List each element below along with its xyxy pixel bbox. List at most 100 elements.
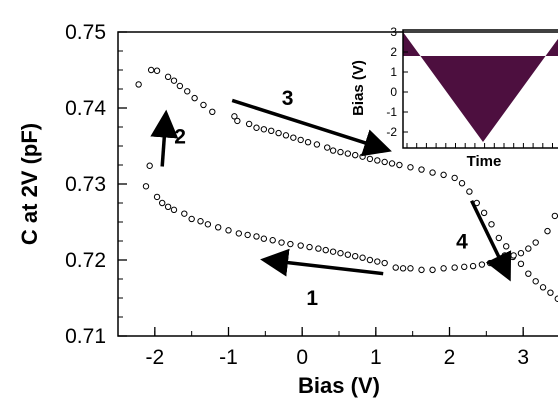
data-point <box>337 148 344 156</box>
data-series <box>135 66 558 302</box>
data-point <box>451 174 458 182</box>
data-point <box>235 230 243 237</box>
data-point <box>337 249 344 257</box>
data-point <box>517 249 525 257</box>
inset-frame <box>402 29 558 149</box>
sweep-arrow <box>231 98 392 157</box>
data-point <box>253 124 260 131</box>
data-point <box>164 203 172 211</box>
inset-x-axis <box>406 143 553 148</box>
data-point <box>366 256 374 264</box>
data-point <box>313 141 321 148</box>
data-point <box>170 77 178 84</box>
inset-y-axis: -2 -1 0 1 2 3 <box>386 25 408 139</box>
data-point <box>374 258 381 265</box>
data-point <box>322 246 329 254</box>
data-point <box>329 248 337 255</box>
data-point <box>418 266 425 274</box>
data-point <box>304 139 312 146</box>
sweep-arrow <box>470 199 512 282</box>
data-point <box>440 265 447 272</box>
data-point <box>170 206 178 214</box>
data-point <box>359 153 366 160</box>
x-tick-label: 0 <box>296 346 308 369</box>
inset-y-tick-label: -2 <box>386 125 397 139</box>
data-point <box>244 231 251 239</box>
x-tick-label: 3 <box>517 346 529 369</box>
data-point <box>268 127 275 135</box>
y-tick-label: 0.71 <box>65 325 106 348</box>
data-point <box>153 67 161 74</box>
data-point <box>204 221 212 228</box>
inset-y-tick-label: 0 <box>390 85 397 99</box>
data-point <box>429 169 436 176</box>
inset-y-tick-label: -1 <box>386 105 397 119</box>
data-point <box>214 224 222 231</box>
data-point <box>287 240 294 248</box>
data-point <box>461 263 468 271</box>
data-point <box>458 180 466 187</box>
data-point <box>188 215 195 223</box>
data-point <box>282 132 290 139</box>
x-tick-label: 1 <box>370 346 382 369</box>
y-tick-label: 0.73 <box>65 173 106 196</box>
data-point <box>253 233 260 240</box>
data-point <box>381 259 388 267</box>
data-point <box>231 113 238 120</box>
data-point <box>525 245 532 252</box>
inset-y-tick-label: 1 <box>390 65 397 79</box>
data-point <box>503 243 510 250</box>
data-point <box>260 235 268 242</box>
data-point <box>392 264 399 271</box>
data-point <box>551 212 558 220</box>
data-point <box>209 108 216 116</box>
x-tick-label: -2 <box>145 346 164 369</box>
data-point <box>491 259 499 266</box>
data-point <box>466 188 473 195</box>
bias-waveform-inset: -2 -1 0 1 2 3 Time Bias (V) <box>350 25 558 170</box>
data-point <box>547 289 554 296</box>
data-point <box>440 171 447 179</box>
data-point <box>544 227 551 235</box>
data-point <box>488 221 495 228</box>
x-axis-title: Bias (V) <box>298 373 380 398</box>
data-point <box>344 251 352 258</box>
data-point <box>164 73 172 81</box>
data-point <box>306 243 313 251</box>
data-point <box>352 151 359 159</box>
data-point <box>478 261 486 268</box>
x-tick-label: 2 <box>444 346 456 369</box>
inset-y-title: Bias (V) <box>350 60 367 116</box>
data-point <box>142 183 150 190</box>
inset-y-tick-label: 2 <box>390 45 397 59</box>
data-point <box>486 259 494 267</box>
data-point <box>525 270 532 277</box>
data-point <box>181 210 188 217</box>
data-point <box>352 253 359 260</box>
data-point <box>532 239 539 246</box>
data-point <box>290 134 297 141</box>
data-point <box>480 209 488 217</box>
data-point <box>388 160 396 167</box>
data-point <box>146 162 153 169</box>
data-point <box>275 129 282 137</box>
data-point <box>429 266 436 274</box>
sweep-direction-arrows: 1 2 3 4 <box>150 87 512 310</box>
data-point <box>501 252 508 259</box>
data-point <box>539 284 547 291</box>
data-point <box>200 101 207 109</box>
sweep-arrow-label: 4 <box>456 231 468 254</box>
sweep-arrow-label: 3 <box>282 87 294 110</box>
data-point <box>269 237 276 244</box>
y-axis-title: C at 2V (pF) <box>17 123 42 245</box>
data-point <box>159 199 166 207</box>
data-point <box>359 254 366 261</box>
data-point <box>225 227 232 234</box>
data-point <box>510 252 517 259</box>
x-axis: -2 -1 0 1 2 3 <box>117 327 529 369</box>
data-point <box>176 82 184 90</box>
data-point <box>396 161 403 169</box>
data-point <box>366 155 374 163</box>
inset-waveform-fill <box>403 32 558 142</box>
